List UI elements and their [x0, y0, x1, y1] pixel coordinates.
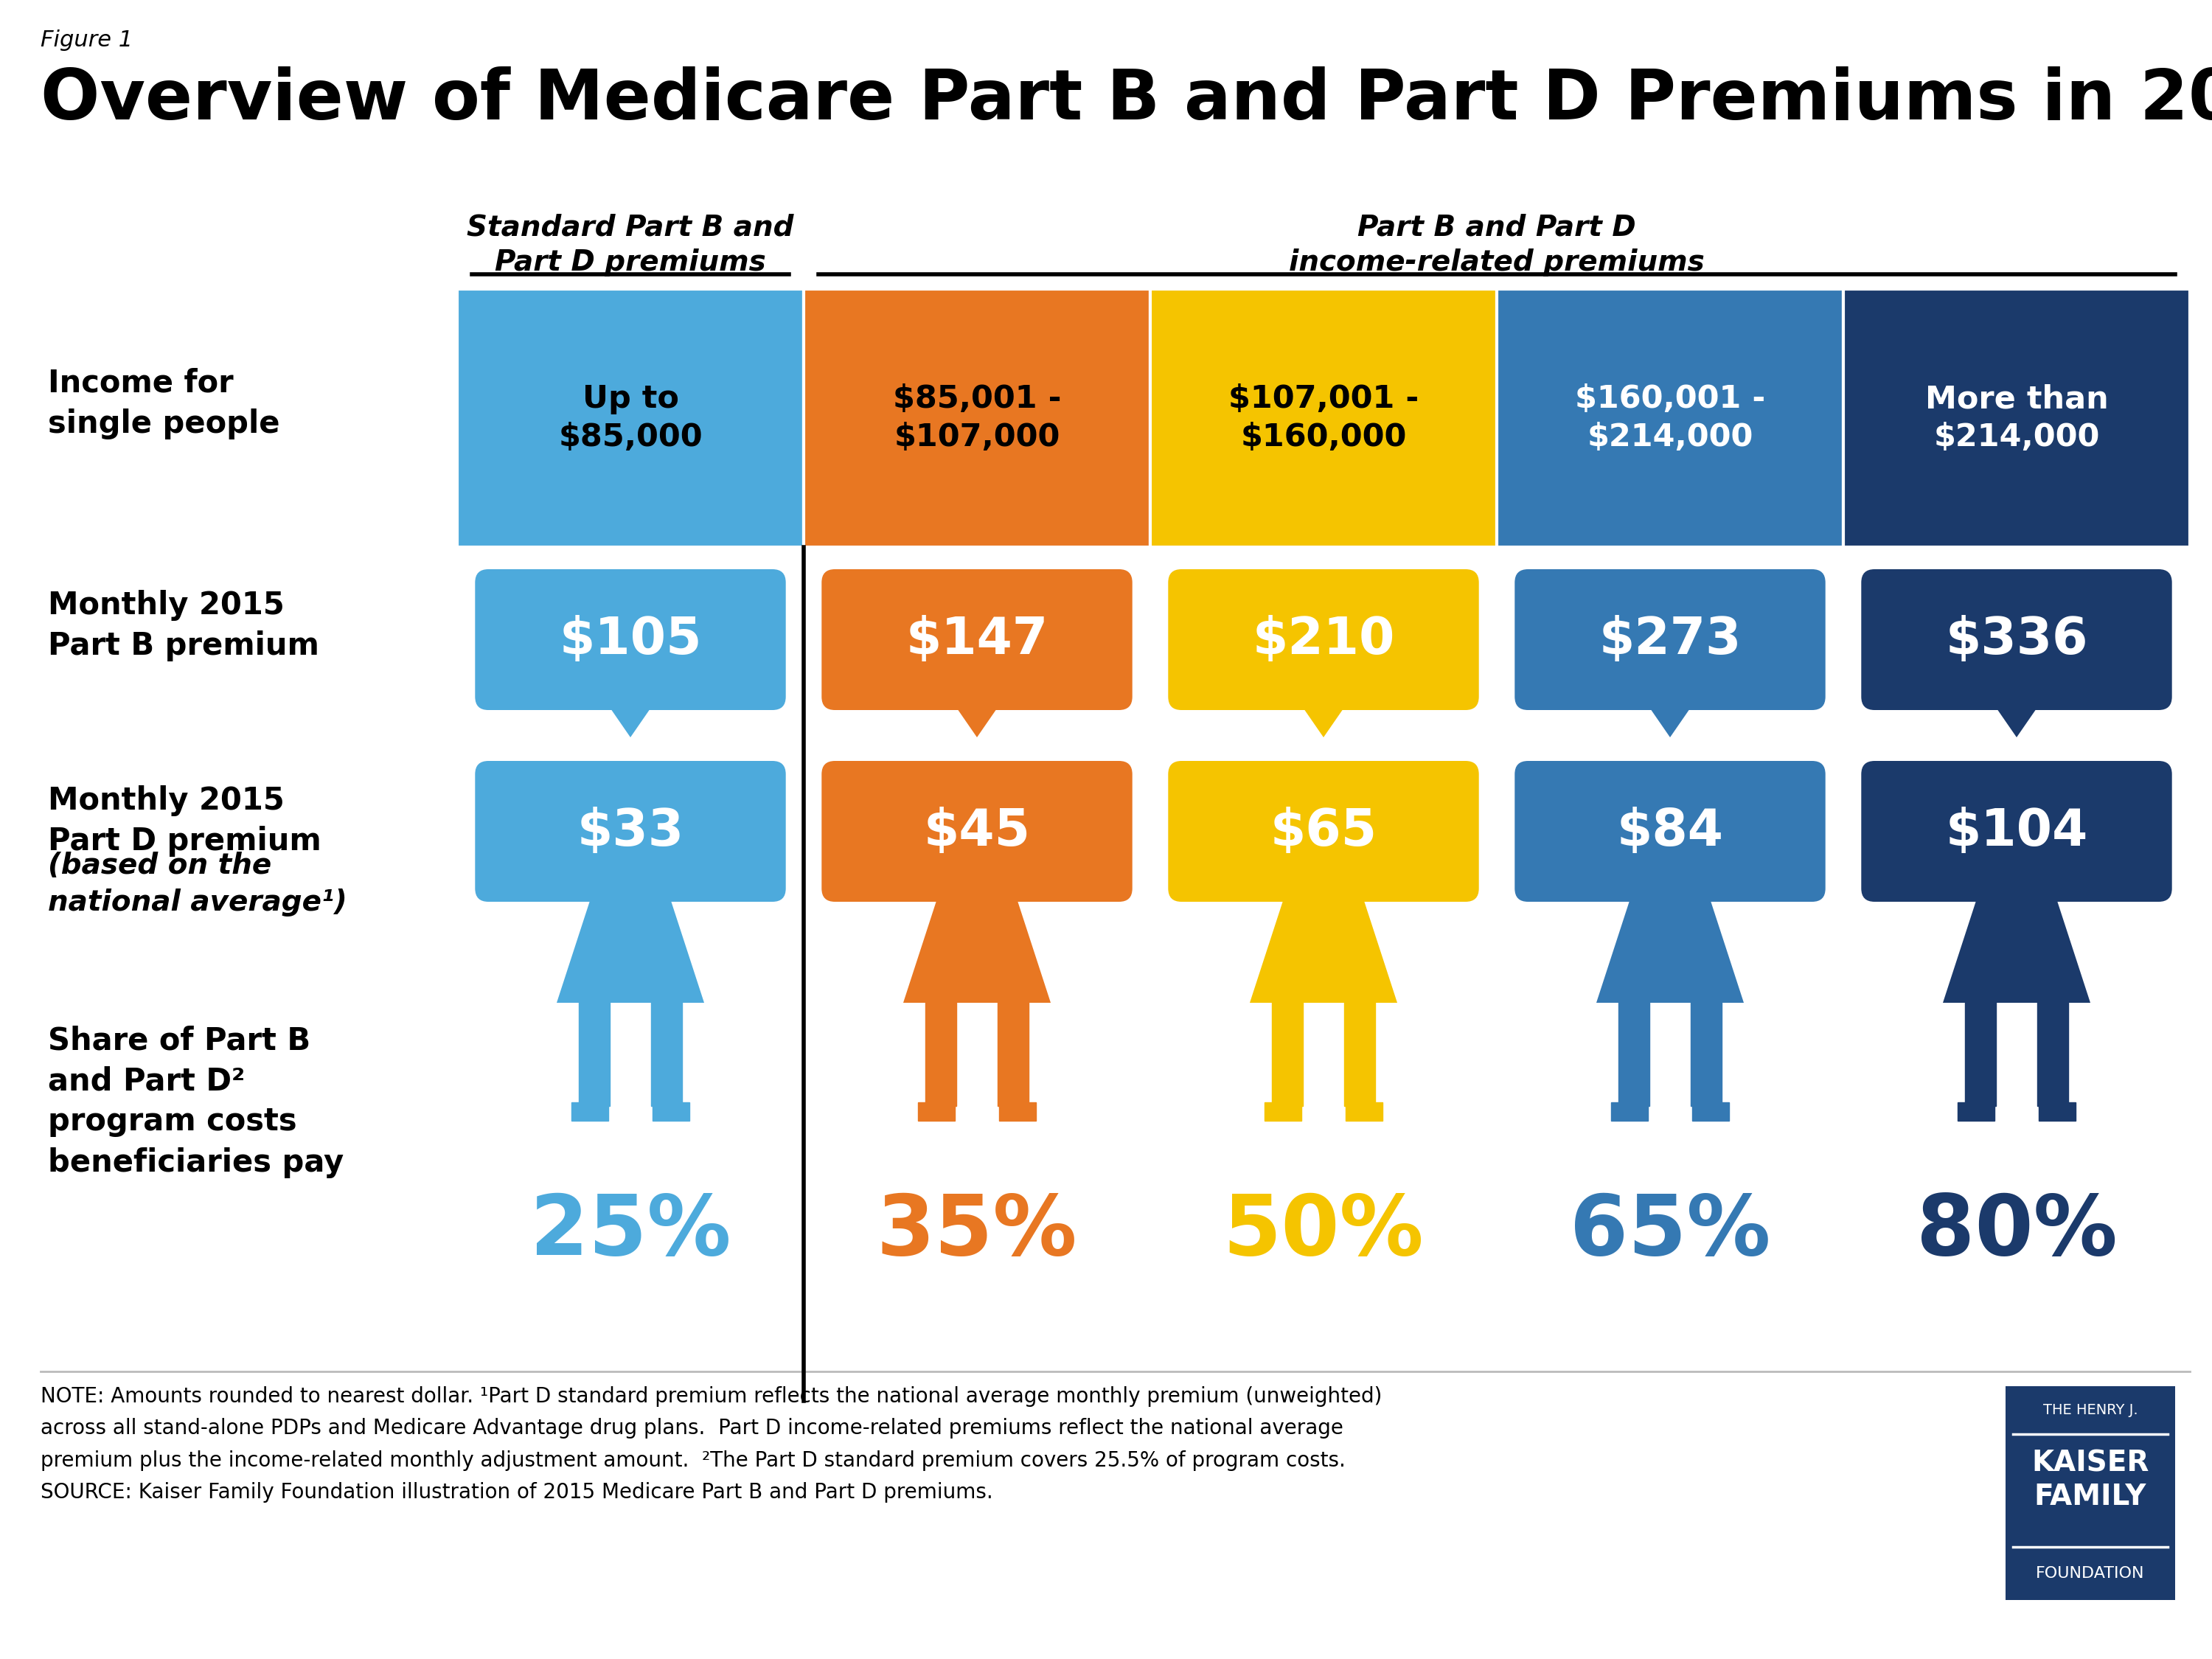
Bar [650, 999, 681, 1107]
Text: 25%: 25% [531, 1191, 730, 1272]
Bar [1345, 1102, 1382, 1121]
Bar [1958, 1102, 1995, 1121]
Text: FOUNDATION: FOUNDATION [2035, 1566, 2146, 1581]
Text: $273: $273 [1599, 615, 1741, 664]
Text: KAISER: KAISER [2031, 1450, 2150, 1478]
Text: Up to
$85,000: Up to $85,000 [557, 383, 703, 453]
Polygon shape [602, 697, 659, 737]
Text: FAMILY: FAMILY [2035, 1483, 2146, 1511]
Text: Overview of Medicare Part B and Part D Premiums in 2015: Overview of Medicare Part B and Part D P… [40, 66, 2212, 134]
Text: NOTE: Amounts rounded to nearest dollar. ¹Part D standard premium reflects the n: NOTE: Amounts rounded to nearest dollar.… [40, 1387, 1382, 1503]
Text: $33: $33 [577, 806, 684, 856]
Bar [653, 1102, 690, 1121]
Polygon shape [1296, 889, 1352, 929]
Bar [619, 808, 641, 844]
Bar [1000, 1102, 1035, 1121]
Text: $336: $336 [1944, 615, 2088, 664]
Text: $85,001 -
$107,000: $85,001 - $107,000 [894, 383, 1062, 453]
Bar [2006, 808, 2028, 844]
Text: $65: $65 [1270, 806, 1378, 856]
Bar [998, 999, 1029, 1107]
Bar [967, 808, 989, 844]
Polygon shape [1296, 697, 1352, 737]
Bar [1610, 1102, 1648, 1121]
Text: Monthly 2015
Part B premium: Monthly 2015 Part B premium [49, 591, 319, 662]
FancyBboxPatch shape [821, 761, 1133, 902]
Polygon shape [1989, 697, 2044, 737]
Text: $210: $210 [1252, 615, 1396, 664]
Bar [1690, 999, 1721, 1107]
Text: THE HENRY J.: THE HENRY J. [2044, 1404, 2137, 1417]
Bar [1272, 999, 1303, 1107]
FancyBboxPatch shape [476, 569, 785, 710]
Bar [1265, 1102, 1301, 1121]
Text: 80%: 80% [1916, 1191, 2117, 1272]
Text: $107,001 -
$160,000: $107,001 - $160,000 [1228, 383, 1418, 453]
Circle shape [947, 775, 1006, 833]
Bar [1964, 999, 1995, 1107]
Bar [1659, 808, 1681, 844]
Circle shape [1294, 775, 1354, 833]
Polygon shape [602, 889, 659, 929]
Circle shape [602, 775, 659, 833]
Text: Monthly 2015
Part D premium: Monthly 2015 Part D premium [49, 785, 321, 858]
Bar [458, 289, 803, 547]
FancyBboxPatch shape [476, 761, 785, 902]
Bar [1843, 289, 2190, 547]
Text: (based on the
national average¹): (based on the national average¹) [49, 851, 347, 916]
Text: Income for
single people: Income for single people [49, 368, 279, 440]
Text: Part B and Part D
income-related premiums: Part B and Part D income-related premium… [1290, 214, 1705, 277]
Polygon shape [902, 844, 1051, 1002]
Text: Standard Part B and
Part D premiums: Standard Part B and Part D premiums [467, 214, 794, 277]
FancyBboxPatch shape [1515, 761, 1825, 902]
FancyBboxPatch shape [821, 569, 1133, 710]
Text: 65%: 65% [1571, 1191, 1770, 1272]
Circle shape [1986, 775, 2046, 833]
FancyBboxPatch shape [1168, 761, 1480, 902]
Bar [2037, 999, 2068, 1107]
Polygon shape [1597, 844, 1743, 1002]
Polygon shape [949, 697, 1004, 737]
Bar [803, 289, 1150, 547]
Bar [1692, 1102, 1730, 1121]
Bar [580, 999, 611, 1107]
Text: $104: $104 [1944, 806, 2088, 856]
FancyBboxPatch shape [1860, 761, 2172, 902]
Bar [925, 999, 956, 1107]
Bar [1498, 289, 1843, 547]
Bar [2006, 1387, 2174, 1599]
Bar [571, 1102, 608, 1121]
FancyBboxPatch shape [1515, 569, 1825, 710]
Text: 35%: 35% [876, 1191, 1077, 1272]
Text: 50%: 50% [1223, 1191, 1425, 1272]
FancyBboxPatch shape [1168, 569, 1480, 710]
Text: $160,001 -
$214,000: $160,001 - $214,000 [1575, 383, 1765, 453]
Text: $105: $105 [560, 615, 701, 664]
Bar [1312, 808, 1334, 844]
Bar [1619, 999, 1650, 1107]
Bar [1150, 289, 1498, 547]
Text: More than
$214,000: More than $214,000 [1924, 383, 2108, 453]
Polygon shape [949, 889, 1004, 929]
Polygon shape [1989, 889, 2044, 929]
Text: $147: $147 [905, 615, 1048, 664]
Bar [1345, 999, 1376, 1107]
Circle shape [1641, 775, 1699, 833]
Bar [918, 1102, 956, 1121]
Polygon shape [1641, 697, 1699, 737]
FancyBboxPatch shape [1860, 569, 2172, 710]
Text: Figure 1: Figure 1 [40, 30, 133, 51]
Polygon shape [1250, 844, 1398, 1002]
Polygon shape [557, 844, 703, 1002]
Bar [2039, 1102, 2075, 1121]
Polygon shape [1641, 889, 1699, 929]
Text: $84: $84 [1617, 806, 1723, 856]
Polygon shape [1942, 844, 2090, 1002]
Text: Share of Part B
and Part D²
program costs
beneficiaries pay: Share of Part B and Part D² program cost… [49, 1025, 343, 1178]
Text: $45: $45 [925, 806, 1031, 856]
